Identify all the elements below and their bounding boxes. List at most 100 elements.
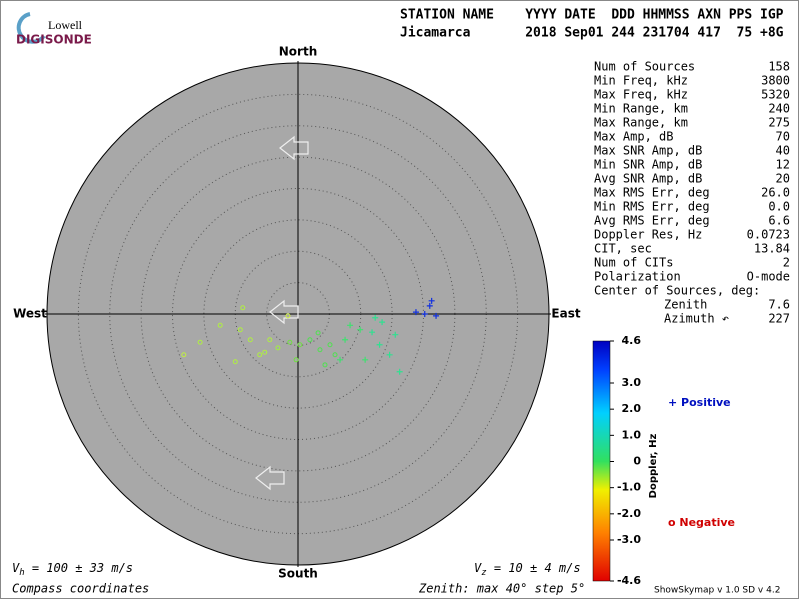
direction-label: East bbox=[551, 307, 580, 321]
logo-top: Lowell bbox=[48, 18, 83, 32]
source-negative bbox=[285, 313, 291, 319]
stat-value: 6.6 bbox=[768, 214, 790, 228]
stats-table: Num of Sources 158 Min Freq, kHz 3800 Max Fr… bbox=[594, 60, 790, 326]
source-negative bbox=[293, 357, 299, 363]
colorbar bbox=[592, 340, 611, 582]
source-positive bbox=[362, 356, 369, 363]
source-positive bbox=[347, 322, 354, 329]
source-negative bbox=[322, 362, 328, 368]
source-positive bbox=[396, 368, 403, 375]
stat-value: 0.0723 bbox=[747, 228, 790, 242]
stat-value: 40 bbox=[776, 144, 790, 158]
version-label: ShowSkymap v 1.0 SD v 4.2 bbox=[654, 586, 780, 596]
vh-label: Vh = 100 ± 33 m/s bbox=[12, 561, 133, 578]
source-negative bbox=[257, 352, 263, 358]
stat-name: CIT, sec bbox=[594, 242, 652, 256]
stat-value: 240 bbox=[768, 102, 790, 116]
stat-value: 158 bbox=[768, 60, 790, 74]
colorbar-title: Doppler, Hz bbox=[648, 434, 659, 499]
source-negative bbox=[247, 337, 253, 343]
source-positive bbox=[376, 341, 383, 348]
direction-label: South bbox=[278, 567, 318, 581]
colorbar-tick-label: 3.0 bbox=[622, 376, 642, 389]
stat-name: Num of Sources bbox=[594, 60, 695, 74]
stat-value: 227 bbox=[768, 312, 790, 326]
stat-value: 20 bbox=[776, 172, 790, 186]
colorbar-tick-label: 1.0 bbox=[622, 428, 642, 441]
source-positive bbox=[342, 336, 349, 343]
source-positive bbox=[357, 326, 364, 333]
stat-value: 0.0 bbox=[768, 200, 790, 214]
source-positive bbox=[386, 351, 393, 358]
stat-name: Min SNR Amp, dB bbox=[594, 158, 702, 172]
source-positive bbox=[428, 297, 435, 304]
source-negative bbox=[197, 339, 203, 345]
source-negative bbox=[315, 330, 321, 336]
source-negative bbox=[307, 337, 313, 343]
stat-value: O-mode bbox=[747, 270, 790, 284]
source-negative bbox=[327, 342, 333, 348]
stat-name: Num of CITs bbox=[594, 256, 673, 270]
stat-name: Avg RMS Err, deg bbox=[594, 214, 710, 228]
stat-name: Max Freq, kHz bbox=[594, 88, 688, 102]
stat-name: Avg SNR Amp, dB bbox=[594, 172, 702, 186]
direction-label: North bbox=[279, 45, 317, 59]
drift-arrow bbox=[269, 299, 299, 325]
stat-name: Zenith bbox=[664, 298, 707, 312]
source-positive bbox=[426, 302, 433, 309]
header-line: STATION NAME YYYY DATE DDD HHMMSS AXN PP… bbox=[400, 8, 784, 23]
stat-name: Azimuth ↶ bbox=[664, 312, 729, 326]
source-positive bbox=[392, 331, 399, 338]
source-negative bbox=[217, 322, 223, 328]
source-negative bbox=[262, 349, 268, 355]
source-negative bbox=[237, 327, 243, 333]
stat-value: 7.6 bbox=[768, 298, 790, 312]
logo-swoosh bbox=[16, 12, 46, 44]
stat-name: Max Amp, dB bbox=[594, 130, 673, 144]
source-negative bbox=[317, 347, 323, 353]
stat-name: Min RMS Err, deg bbox=[594, 200, 710, 214]
stat-name: Max SNR Amp, dB bbox=[594, 144, 702, 158]
source-negative bbox=[297, 342, 303, 348]
logo: Lowell DIGISONDE bbox=[16, 12, 92, 47]
stat-value: 26.0 bbox=[761, 186, 790, 200]
legend-negative: o Negative bbox=[668, 516, 735, 529]
stat-value: 3800 bbox=[761, 74, 790, 88]
stat-value: 70 bbox=[776, 130, 790, 144]
stat-value: 12 bbox=[776, 158, 790, 172]
source-positive bbox=[379, 319, 386, 326]
drift-arrow bbox=[255, 465, 285, 491]
colorbar-tick-label: -3.0 bbox=[617, 533, 641, 546]
colorbar-tick-label: -1.0 bbox=[617, 481, 641, 494]
zenith-label: Zenith: max 40° step 5° bbox=[418, 582, 585, 596]
source-negative bbox=[287, 339, 293, 345]
source-positive bbox=[421, 311, 428, 317]
stat-name: Max Range, km bbox=[594, 116, 688, 130]
colorbar-ticks: 4.6 3.0 2.0 1.0 0 -1.0 -2.0 -3.0 -4.6 bbox=[610, 334, 641, 587]
logo-bottom: DIGISONDE bbox=[16, 33, 92, 47]
colorbar-tick-label: 4.6 bbox=[622, 334, 642, 347]
colorbar-tick-label: 2.0 bbox=[622, 402, 642, 415]
drift-arrow bbox=[279, 135, 309, 161]
stat-value: 2 bbox=[783, 256, 790, 270]
colorbar-tick-label: 0 bbox=[633, 455, 641, 468]
stat-name: Min Freq, kHz bbox=[594, 74, 688, 88]
source-negative bbox=[181, 352, 187, 358]
source-negative bbox=[332, 352, 338, 358]
colorbar-tick-label: -4.6 bbox=[617, 574, 641, 587]
coords-label: Compass coordinates bbox=[12, 582, 149, 596]
stat-heading: Center of Sources, deg: bbox=[594, 284, 760, 298]
stat-name: Doppler Res, Hz bbox=[594, 228, 702, 242]
stat-name: Max RMS Err, deg bbox=[594, 186, 710, 200]
stat-name: Polarization bbox=[594, 270, 681, 284]
stat-value: 13.84 bbox=[754, 242, 790, 256]
stat-name: Min Range, km bbox=[594, 102, 688, 116]
source-positive bbox=[372, 314, 379, 321]
source-negative bbox=[232, 359, 238, 365]
source-positive bbox=[369, 329, 376, 336]
stat-value: 5320 bbox=[761, 88, 790, 102]
legend-positive: + Positive bbox=[668, 396, 731, 409]
header-line: Jicamarca 2018 Sep01 244 231704 417 75 +… bbox=[400, 26, 784, 41]
direction-label: West bbox=[13, 307, 47, 321]
